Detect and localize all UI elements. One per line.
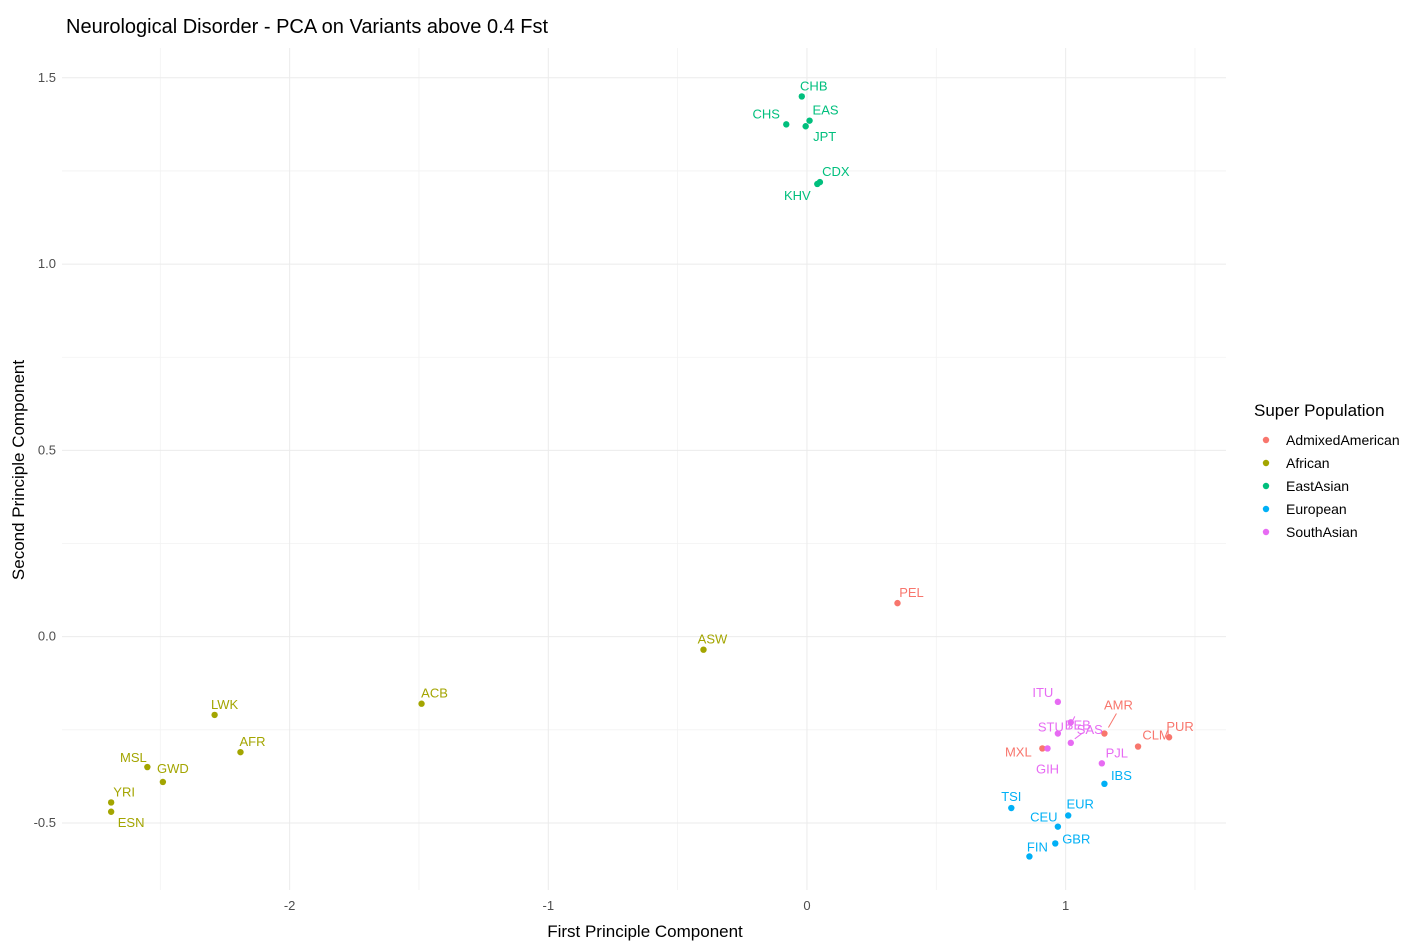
point-label-pjl: PJL (1106, 745, 1128, 760)
point-label-stu: STU (1038, 720, 1064, 735)
point-label-itu: ITU (1032, 685, 1053, 700)
grid (62, 48, 1226, 890)
legend-label-african: African (1286, 455, 1330, 471)
legend-label-southasian: SouthAsian (1286, 524, 1358, 540)
point-label-gbr: GBR (1062, 831, 1090, 846)
data-point-lwk (211, 711, 218, 719)
data-point-chs (783, 121, 790, 128)
y-tick-label: 0.0 (38, 629, 56, 644)
y-tick-label: 1.0 (38, 256, 56, 271)
point-label-eur: EUR (1066, 796, 1093, 811)
legend-label-admixedamerican: AdmixedAmerican (1286, 432, 1400, 448)
point-label-chb: CHB (800, 78, 827, 93)
legend-key-african (1262, 459, 1270, 467)
data-point-ceu (1054, 823, 1062, 830)
point-label-yri: YRI (113, 784, 135, 799)
point-label-gih: GIH (1036, 761, 1059, 776)
legend-title: Super Population (1254, 401, 1384, 420)
legend-label-european: European (1286, 501, 1347, 517)
data-point-pjl (1098, 760, 1106, 767)
data-point-jpt (802, 123, 809, 130)
data-point-mxl (1039, 745, 1046, 752)
data-point-tsi (1008, 804, 1015, 812)
legend-key-eastasian (1262, 482, 1270, 490)
point-label-fin: FIN (1027, 839, 1048, 854)
y-tick-label: -0.5 (34, 815, 56, 830)
point-label-pel: PEL (899, 585, 924, 600)
data-point-msl (144, 763, 151, 771)
point-label-msl: MSL (120, 750, 147, 765)
point-label-pur: PUR (1166, 719, 1193, 734)
point-label-afr: AFR (239, 734, 265, 749)
data-point-gwd (159, 778, 167, 786)
data-point-clm (1134, 743, 1142, 750)
data-point-sas (1067, 739, 1075, 747)
data-point-itu (1054, 698, 1062, 706)
point-label-acb: ACB (421, 686, 448, 701)
data-point-eas (806, 117, 813, 124)
data-point-acb (418, 700, 425, 707)
point-label-khv: KHV (784, 188, 811, 203)
point-label-amr: AMR (1104, 698, 1133, 713)
data-point-eur (1065, 812, 1072, 819)
point-label-eas: EAS (813, 103, 839, 118)
point-label-tsi: TSI (1001, 789, 1021, 804)
legend-key-admixedamerican (1262, 436, 1270, 444)
data-point-amr (1101, 730, 1108, 737)
x-tick-label: -1 (543, 898, 555, 913)
point-label-esn: ESN (118, 815, 145, 830)
y-tick-label: 0.5 (38, 442, 56, 457)
legend: Super Population AdmixedAmerican African E… (1254, 401, 1400, 540)
point-label-asw: ASW (698, 632, 728, 647)
data-point-pur (1165, 734, 1173, 741)
y-axis-ticks: -0.5 0.0 0.5 1.0 1.5 (34, 70, 56, 830)
point-label-cdx: CDX (822, 164, 850, 179)
x-axis-ticks: -2 -1 0 1 (284, 898, 1069, 913)
data-points (107, 93, 1173, 860)
data-point-yri (107, 799, 115, 806)
point-label-clm: CLM (1142, 728, 1169, 743)
point-label-sas: SAS (1077, 722, 1103, 737)
data-point-chb (798, 93, 805, 100)
point-label-ibs: IBS (1111, 768, 1132, 783)
y-tick-label: 1.5 (38, 70, 56, 85)
legend-key-southasian (1262, 528, 1270, 536)
point-label-mxl: MXL (1005, 744, 1032, 759)
data-point-afr (237, 748, 244, 756)
data-point-ibs (1101, 780, 1108, 788)
y-axis-title: Second Principle Component (9, 360, 28, 580)
data-point-beb (1067, 719, 1075, 726)
data-point-khv (814, 180, 821, 188)
x-tick-label: 1 (1062, 898, 1069, 913)
point-label-ceu: CEU (1030, 810, 1057, 825)
point-label-jpt: JPT (813, 129, 836, 144)
point-label-beb: BEB (1065, 717, 1091, 732)
point-label-gwd: GWD (157, 761, 189, 776)
point-label-lwk: LWK (211, 697, 239, 712)
legend-label-eastasian: EastAsian (1286, 478, 1349, 494)
chart-title: Neurological Disorder - PCA on Variants … (66, 16, 549, 38)
x-tick-label: 0 (803, 898, 810, 913)
legend-key-european (1262, 505, 1270, 513)
label-connector (1107, 713, 1117, 728)
data-point-gih (1044, 745, 1051, 752)
x-axis-title: First Principle Component (547, 922, 743, 941)
data-point-gbr (1052, 840, 1059, 847)
data-point-asw (700, 646, 707, 653)
label-connector (1074, 732, 1084, 740)
data-point-stu (1054, 730, 1062, 737)
data-point-esn (107, 808, 115, 815)
x-tick-label: -2 (284, 898, 296, 913)
data-point-pel (894, 599, 901, 607)
data-point-fin (1026, 853, 1033, 860)
point-label-chs: CHS (753, 106, 781, 121)
